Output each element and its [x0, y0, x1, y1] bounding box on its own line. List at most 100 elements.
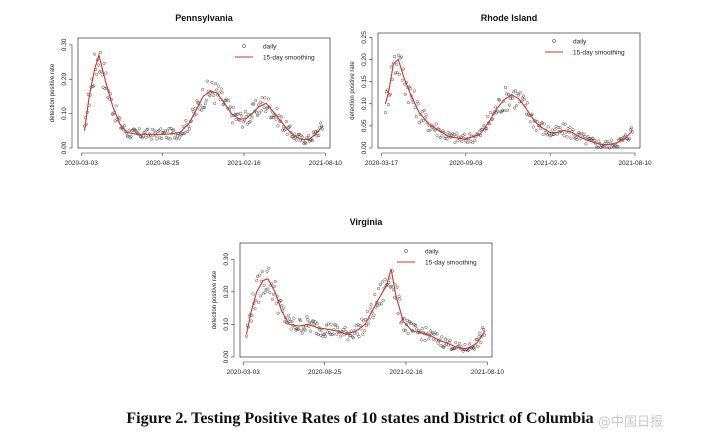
- daily-point: [284, 120, 288, 124]
- daily-point: [256, 113, 260, 117]
- daily-point: [448, 131, 452, 135]
- daily-point: [250, 314, 254, 318]
- legend-daily-marker: [404, 249, 408, 253]
- daily-point: [310, 139, 314, 143]
- chart-virginia: Virginia 0.00 0.10 0.20 0.30 detection positi…: [212, 217, 505, 376]
- daily-point: [98, 51, 102, 55]
- daily-point: [496, 109, 500, 113]
- daily-point: [160, 137, 164, 141]
- daily-point: [546, 125, 550, 129]
- daily-point: [201, 87, 205, 91]
- plot-frame: [377, 32, 641, 149]
- daily-point: [416, 102, 420, 106]
- daily-point: [412, 89, 416, 93]
- daily-point: [181, 124, 185, 128]
- daily-point: [178, 132, 182, 136]
- daily-point: [403, 92, 407, 96]
- daily-point: [276, 311, 280, 315]
- daily-point: [461, 349, 465, 353]
- daily-point: [341, 328, 345, 332]
- daily-point: [323, 334, 327, 338]
- daily-point: [482, 327, 486, 331]
- daily-point: [514, 104, 518, 108]
- chart-rhode-island: Rhode Island 0.00 0.05 0.10 0.15 0.20 0.25 dete…: [350, 13, 652, 167]
- daily-point: [177, 136, 181, 140]
- daily-point: [406, 331, 410, 335]
- daily-point: [281, 128, 285, 132]
- daily-point: [167, 126, 171, 130]
- daily-point: [420, 110, 424, 114]
- daily-point: [241, 120, 245, 124]
- daily-point: [203, 102, 207, 106]
- daily-point: [552, 132, 556, 136]
- daily-point: [323, 332, 327, 336]
- daily-point: [607, 142, 611, 146]
- daily-point: [390, 77, 394, 81]
- daily-point: [263, 290, 267, 294]
- daily-point: [139, 134, 143, 138]
- x-tick-label: 2020-08-25: [308, 369, 342, 376]
- daily-point: [469, 139, 473, 143]
- daily-point: [563, 122, 567, 126]
- daily-point: [191, 110, 195, 114]
- daily-point: [273, 280, 277, 284]
- daily-point: [444, 337, 448, 341]
- daily-point: [403, 328, 407, 332]
- daily-point: [308, 320, 312, 324]
- plot-frame: [77, 37, 331, 149]
- daily-point: [415, 327, 419, 331]
- daily-point: [158, 135, 162, 139]
- figure-caption: Figure 2. Testing Positive Rates of 10 s…: [126, 410, 594, 427]
- x-tick-label: 2021-08-10: [471, 369, 505, 376]
- daily-point: [336, 325, 340, 329]
- daily-point: [172, 128, 176, 132]
- daily-point: [420, 327, 424, 331]
- daily-point: [534, 128, 538, 132]
- daily-point: [330, 333, 334, 337]
- daily-point: [350, 335, 354, 339]
- daily-point: [225, 97, 229, 101]
- daily-point: [445, 339, 449, 343]
- daily-point: [539, 121, 543, 125]
- daily-point: [441, 129, 445, 133]
- daily-point: [325, 330, 329, 334]
- daily-point: [282, 306, 286, 310]
- legend-daily-label: daily: [425, 249, 439, 256]
- daily-point: [604, 139, 608, 143]
- daily-point: [155, 137, 159, 141]
- daily-point: [366, 322, 370, 326]
- daily-point: [521, 94, 525, 98]
- daily-point: [398, 297, 402, 301]
- y-tick-label: 0.20: [61, 73, 68, 86]
- daily-point: [630, 126, 634, 130]
- daily-point: [424, 325, 428, 329]
- daily-point: [271, 292, 275, 296]
- daily-point: [320, 328, 324, 332]
- chart-title: Rhode Island: [481, 13, 538, 23]
- daily-point: [256, 103, 260, 107]
- daily-point: [194, 112, 198, 116]
- daily-point: [544, 131, 548, 135]
- daily-point: [231, 105, 235, 109]
- daily-point: [280, 115, 284, 119]
- daily-point: [485, 126, 489, 130]
- daily-point: [274, 301, 278, 305]
- daily-point: [103, 86, 107, 90]
- daily-point: [449, 348, 453, 352]
- daily-point: [315, 322, 319, 326]
- daily-point: [524, 112, 528, 116]
- daily-point: [528, 120, 532, 124]
- daily-point: [403, 317, 407, 321]
- daily-point: [179, 133, 183, 137]
- daily-point: [175, 137, 179, 141]
- daily-point: [608, 146, 612, 150]
- daily-point: [386, 102, 390, 106]
- daily-point: [479, 341, 483, 345]
- x-tick-label: 2020-03-17: [365, 160, 399, 167]
- daily-point: [587, 137, 591, 141]
- daily-point: [624, 133, 628, 137]
- daily-point: [541, 132, 545, 136]
- daily-point: [200, 108, 204, 112]
- y-axis-label: detection positive rate: [212, 270, 218, 329]
- daily-point: [299, 329, 303, 333]
